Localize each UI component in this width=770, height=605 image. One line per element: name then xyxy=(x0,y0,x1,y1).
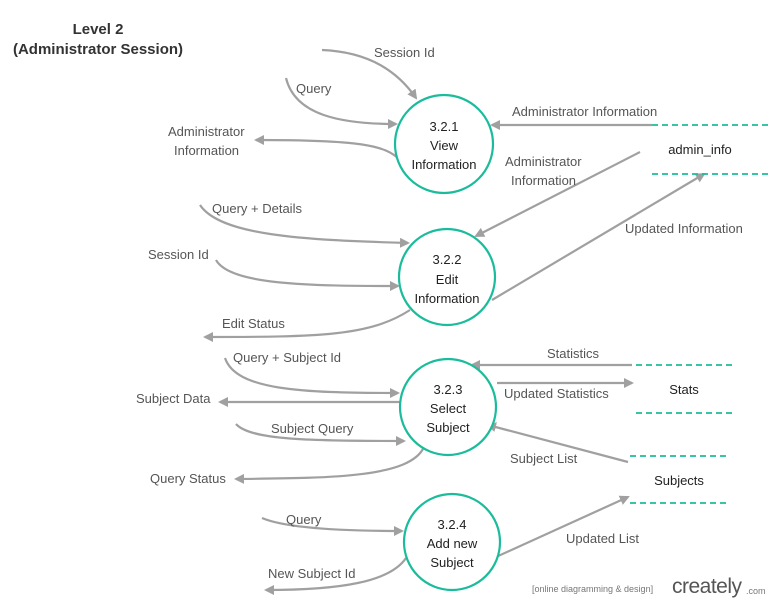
process-3-2-1-name-1: View xyxy=(430,138,459,153)
flow-updated-list xyxy=(495,495,630,559)
label-subject-query: Subject Query xyxy=(271,421,354,436)
process-3-2-2-number: 3.2.2 xyxy=(433,252,462,267)
label-session-id-2: Session Id xyxy=(148,247,209,262)
process-3-2-4-name-2: Subject xyxy=(430,555,474,570)
process-3-2-1-number: 3.2.1 xyxy=(430,119,459,134)
process-3-2-4-number: 3.2.4 xyxy=(438,517,467,532)
data-store-labels: admin_info Stats Subjects xyxy=(654,142,732,488)
label-admin-info-store-2: Information xyxy=(511,173,576,188)
store-admin-info-label: admin_info xyxy=(668,142,732,157)
flow-arrows xyxy=(199,48,706,595)
process-3-2-1-name-2: Information xyxy=(411,157,476,172)
logo-text: creately xyxy=(672,575,742,598)
flow-edit-status xyxy=(203,309,411,342)
label-subject-data: Subject Data xyxy=(136,391,211,406)
label-updated-statistics: Updated Statistics xyxy=(504,386,609,401)
label-statistics: Statistics xyxy=(547,346,600,361)
title-line-1: Level 2 xyxy=(72,21,124,38)
label-updated-list: Updated List xyxy=(566,531,639,546)
flow-new-subject-id xyxy=(264,557,407,595)
process-3-2-1 xyxy=(393,93,495,195)
diagram-title: Level 2 (Administrator Session) xyxy=(0,20,196,60)
label-new-subject-id: New Subject Id xyxy=(268,566,355,581)
process-3-2-3-number: 3.2.3 xyxy=(434,382,463,397)
process-3-2-2-name-1: Edit xyxy=(436,272,459,287)
label-query-1: Query xyxy=(296,81,332,96)
flow-query-2 xyxy=(261,516,404,536)
label-admin-info-out-1: Administrator xyxy=(168,124,245,139)
flow-query-details xyxy=(199,204,410,248)
label-query-subject-id: Query + Subject Id xyxy=(233,350,341,365)
flow-session-id-1 xyxy=(321,48,418,100)
process-labels: 3.2.1 View Information 3.2.2 Edit Inform… xyxy=(411,119,479,570)
logo-suffix: .com xyxy=(746,586,766,596)
process-3-2-4-name-1: Add new xyxy=(427,536,478,551)
process-3-2-2 xyxy=(397,227,497,327)
flow-query-1 xyxy=(284,77,398,129)
flow-query-subject-id xyxy=(223,357,400,398)
flow-labels: Session Id Query Administrator Informati… xyxy=(136,45,743,581)
process-3-2-3 xyxy=(398,357,498,457)
label-query-status: Query Status xyxy=(150,471,226,486)
label-admin-info-in: Administrator Information xyxy=(512,104,657,119)
process-3-2-3-name-1: Select xyxy=(430,401,467,416)
flow-updated-information xyxy=(491,172,706,301)
branding-note: [online diagramming & design] xyxy=(532,584,654,594)
creately-logo: creately xyxy=(672,575,742,599)
label-admin-info-store-1: Administrator xyxy=(505,154,582,169)
store-subjects-label: Subjects xyxy=(654,473,704,488)
store-stats-label: Stats xyxy=(669,382,699,397)
flow-admin-info-out xyxy=(254,135,401,161)
label-edit-status: Edit Status xyxy=(222,316,285,331)
title-line-2: (Administrator Session) xyxy=(12,41,184,58)
flow-query-status xyxy=(234,446,426,484)
flow-admin-info-store xyxy=(474,151,641,237)
process-3-2-3-name-2: Subject xyxy=(426,420,470,435)
flow-subject-query xyxy=(235,423,406,446)
flow-subject-list xyxy=(486,422,629,464)
process-circles xyxy=(393,93,502,592)
label-admin-info-out-2: Information xyxy=(174,143,239,158)
label-subject-list: Subject List xyxy=(510,451,578,466)
process-3-2-4 xyxy=(402,492,502,592)
process-3-2-2-name-2: Information xyxy=(414,291,479,306)
label-session-id-1: Session Id xyxy=(374,45,435,60)
flow-session-id-2 xyxy=(215,259,400,291)
label-updated-information: Updated Information xyxy=(625,221,743,236)
label-query-details: Query + Details xyxy=(212,201,302,216)
data-store-lines xyxy=(630,124,770,504)
label-query-2: Query xyxy=(286,512,322,527)
